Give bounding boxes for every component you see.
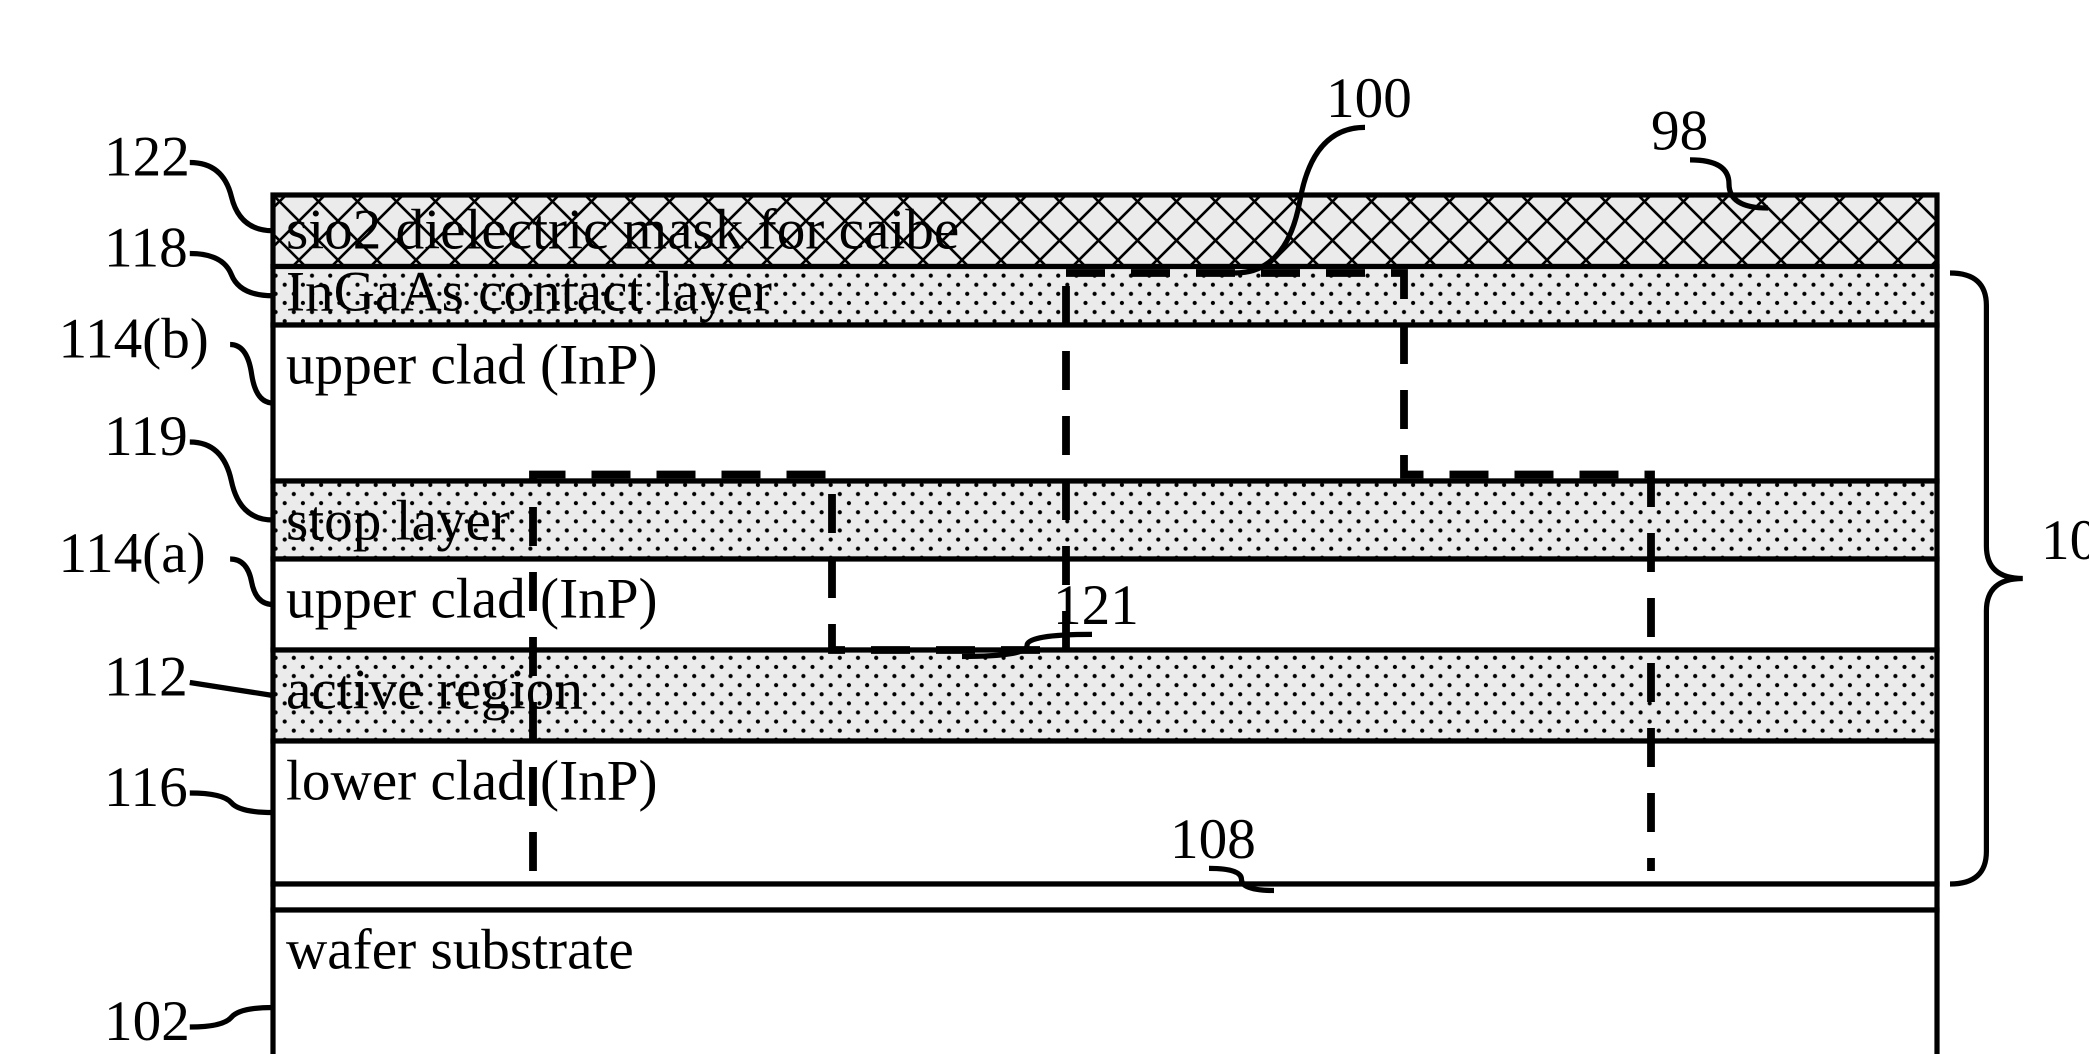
layer-stack-diagram: sio2 dielectric mask for caibe 122 InGaAs …: [0, 0, 2089, 1054]
ref-leader-102: [190, 1007, 273, 1027]
layer-label-upper_a: upper clad (InP): [286, 568, 658, 631]
layer-gap: [273, 884, 1937, 910]
ref-114(a): 114(a): [59, 522, 206, 585]
ref-leader-122: [190, 163, 273, 231]
ref-118: 118: [104, 216, 188, 279]
ref-122: 122: [104, 125, 190, 188]
ref-leader-116: [190, 793, 273, 813]
ref-119: 119: [104, 405, 188, 468]
ref-102: 102: [104, 990, 190, 1053]
layer-label-upper_b: upper clad (InP): [286, 334, 658, 397]
callout-100: 100: [1326, 67, 1412, 130]
ref-106: 106: [2041, 509, 2089, 572]
ref-114(b): 114(b): [59, 308, 209, 371]
layer-label-stop: stop layer: [286, 490, 510, 553]
layer-label-ingaas: InGaAs contact layer: [286, 260, 772, 323]
ref-leader-114(a): [230, 559, 273, 605]
ref-112: 112: [104, 646, 188, 709]
ref-leader-118: [190, 253, 273, 295]
layer-label-substrate: wafer substrate: [286, 918, 634, 981]
ref-116: 116: [104, 756, 188, 819]
layer-label-active: active region: [286, 659, 583, 722]
callout-98: 98: [1651, 99, 1708, 162]
ref-leader-112: [190, 683, 273, 696]
ref-leader-114(b): [230, 345, 273, 404]
layer-stop: [273, 481, 1937, 559]
layer-label-sio2: sio2 dielectric mask for caibe: [286, 199, 959, 262]
brace-106: [1950, 273, 2023, 884]
ref-leader-119: [190, 442, 273, 520]
layer-label-lower: lower clad (InP): [286, 749, 658, 812]
callout-108: 108: [1170, 808, 1256, 871]
callout-121: 121: [1053, 574, 1139, 637]
